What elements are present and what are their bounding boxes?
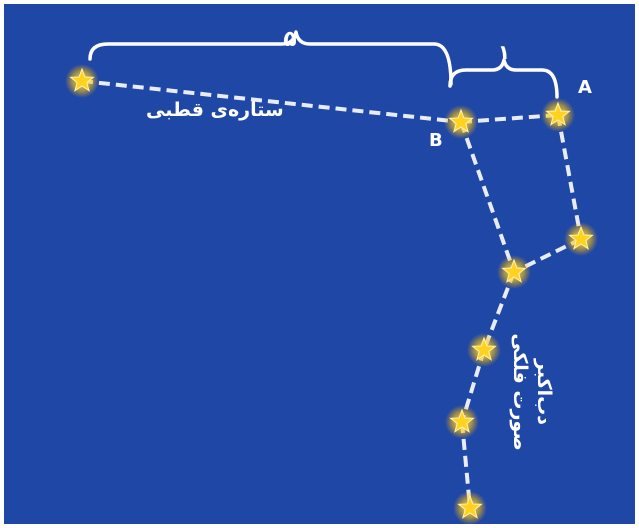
ratio-five-label: ۵: [283, 27, 296, 52]
star-handle-end-icon: [453, 491, 487, 524]
big-dipper-diagram: ۵ ۱ A B ستاره‌ی قطبی صورت فلکی دب‌اکبر: [65, 27, 598, 524]
distance-braces: [88, 30, 559, 99]
constellation-name-line2: دب‌اکبر: [533, 358, 555, 425]
polaris-label: ستاره‌ی قطبی: [146, 99, 284, 121]
brace-one-unit: [448, 58, 559, 99]
star-a-label: A: [578, 77, 592, 98]
star-handle-2-icon: [445, 405, 479, 439]
constellation-name-line1: صورت فلکی: [509, 333, 531, 450]
pointer-line-to-polaris: [81, 79, 462, 124]
sky-background: ۵ ۱ A B ستاره‌ی قطبی صورت فلکی دب‌اکبر: [4, 4, 635, 524]
star-a-icon: [541, 98, 575, 132]
star-b-icon: [444, 105, 478, 139]
star-bowl-right-icon: [564, 222, 598, 256]
stars: [65, 64, 598, 524]
ratio-one-label: ۱: [498, 40, 510, 64]
line-handle-2: [460, 349, 486, 423]
line-bowl-bottom: [513, 237, 582, 274]
line-a-to-bowl: [556, 114, 583, 240]
constellation-lines: [81, 79, 583, 509]
star-bowl-bottom-icon: [497, 255, 531, 289]
star-polaris-icon: [65, 64, 99, 98]
brace-five-units: [88, 30, 453, 86]
star-handle-1-icon: [467, 333, 501, 367]
star-b-label: B: [429, 130, 443, 151]
line-b-to-bowl: [459, 121, 516, 273]
constellation-name: صورت فلکی دب‌اکبر: [509, 333, 555, 450]
